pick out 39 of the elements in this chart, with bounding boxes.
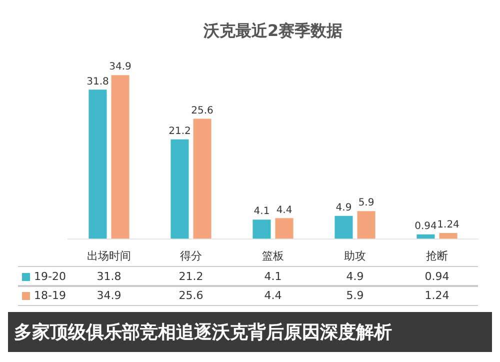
text: 18-19 [34, 289, 66, 302]
x-tick-label: 抢断 [426, 249, 448, 262]
text: 4.4 [276, 204, 292, 216]
text: 19-20 [34, 270, 66, 283]
data-label: 21.2 [178, 270, 204, 283]
text: 25.6 [191, 105, 214, 116]
chart-title: 沃克最近2赛季数据 [202, 20, 343, 40]
x-tick-label: 得分 [180, 249, 202, 262]
data-label: 4.4 [264, 289, 282, 302]
bar [170, 139, 189, 239]
data-label: 0.94 [424, 270, 450, 283]
data-label: 5.9 [346, 289, 364, 302]
text: 4.1 [254, 206, 270, 218]
bar [252, 220, 271, 239]
bar [357, 211, 376, 239]
text: 21.2 [168, 126, 191, 137]
bar [193, 118, 212, 239]
bar [439, 232, 458, 239]
text: 31.8 [86, 76, 109, 88]
text: 多家顶级俱乐部竞相追逐沃克背后原因深度解析 [8, 312, 492, 352]
x-tick-label: 篮板 [262, 249, 284, 262]
bar [111, 75, 130, 239]
data-label: 1.24 [424, 289, 450, 302]
data-label: 25.6 [178, 289, 204, 302]
bar [416, 234, 435, 239]
text: 1.24 [437, 220, 460, 231]
data-label: 4.1 [264, 270, 282, 283]
text: 0.94 [414, 220, 437, 232]
bar [275, 218, 294, 239]
x-tick-label: 出场时间 [87, 249, 131, 262]
data-label: 4.9 [346, 270, 364, 283]
data-label: 31.8 [96, 270, 122, 283]
data-label: 34.9 [96, 289, 122, 302]
text: 4.9 [336, 202, 352, 214]
x-tick-label: 助攻 [344, 249, 366, 262]
text: 34.9 [109, 62, 132, 73]
bar [334, 216, 353, 239]
text: 5.9 [358, 198, 374, 209]
bar [88, 90, 107, 239]
